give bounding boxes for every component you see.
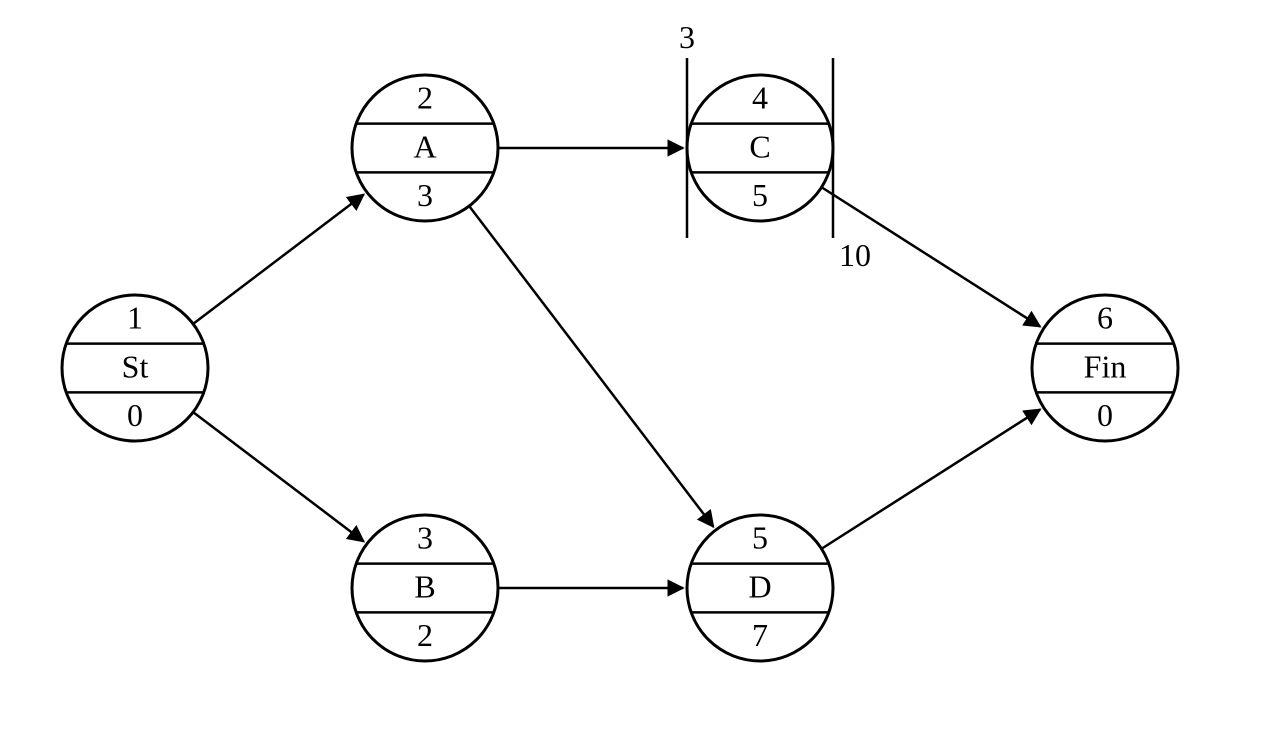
node-label: D — [748, 568, 771, 604]
nodes-group: 1 St 0 2 A 3 3 B 2 4 C 5 3 10 5 D 7 6 Fin 0 — [62, 19, 1178, 661]
node-bottom-value: 0 — [127, 397, 143, 433]
node-bracket-label-top-left: 3 — [679, 19, 695, 55]
node-bottom-value: 5 — [752, 177, 768, 213]
node-D: 5 D 7 — [687, 515, 833, 661]
edges-group — [193, 148, 1040, 588]
node-label: C — [749, 128, 770, 164]
edge-D-Fin — [822, 409, 1041, 548]
node-top-value: 1 — [127, 300, 143, 336]
node-label: St — [122, 348, 149, 384]
node-B: 3 B 2 — [352, 515, 498, 661]
edge-St-A — [193, 195, 363, 324]
node-C: 4 C 5 3 10 — [679, 19, 871, 273]
node-bottom-value: 2 — [417, 617, 433, 653]
edge-A-D — [469, 206, 713, 527]
node-bottom-value: 7 — [752, 617, 768, 653]
edge-St-B — [193, 412, 363, 541]
node-label: B — [414, 568, 435, 604]
node-top-value: 3 — [417, 520, 433, 556]
node-bottom-value: 3 — [417, 177, 433, 213]
node-top-value: 4 — [752, 80, 768, 116]
node-bracket-label-bottom-right: 10 — [839, 237, 871, 273]
node-Fin: 6 Fin 0 — [1032, 295, 1178, 441]
node-label: Fin — [1084, 348, 1127, 384]
node-top-value: 5 — [752, 520, 768, 556]
node-St: 1 St 0 — [62, 295, 208, 441]
node-top-value: 2 — [417, 80, 433, 116]
node-bottom-value: 0 — [1097, 397, 1113, 433]
node-top-value: 6 — [1097, 300, 1113, 336]
node-label: A — [413, 128, 436, 164]
node-A: 2 A 3 — [352, 75, 498, 221]
